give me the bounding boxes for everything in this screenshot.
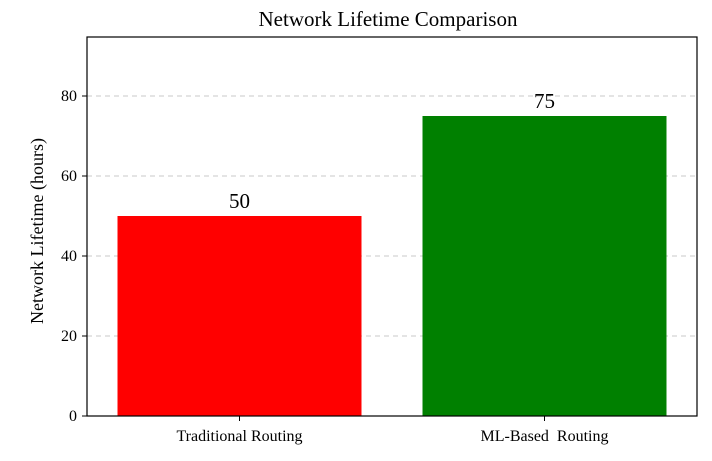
bars-layer (117, 116, 667, 416)
y-tick-label: 60 (61, 168, 77, 185)
y-axis-ticks: 0 20 40 60 80 (61, 88, 87, 425)
y-tick-label: 20 (61, 328, 77, 345)
y-tick-label: 0 (69, 408, 77, 425)
y-tick-label: 80 (61, 88, 77, 105)
value-labels-layer: 50 75 (229, 89, 555, 213)
chart-title: Network Lifetime Comparison (259, 7, 518, 31)
bar-value-label: 50 (229, 189, 250, 213)
bar-ml-based-routing (422, 116, 667, 416)
y-axis-label: Network Lifetime (hours) (27, 138, 48, 324)
x-axis-ticks: Traditional Routing ML-Based Routing (176, 416, 609, 445)
x-tick-label: Traditional Routing (176, 428, 302, 445)
bar-value-label: 75 (534, 89, 555, 113)
bar-traditional-routing (117, 216, 362, 416)
x-tick-label: ML-Based Routing (481, 428, 609, 445)
plot-frame (86, 36, 698, 417)
y-tick-label: 40 (61, 248, 77, 265)
